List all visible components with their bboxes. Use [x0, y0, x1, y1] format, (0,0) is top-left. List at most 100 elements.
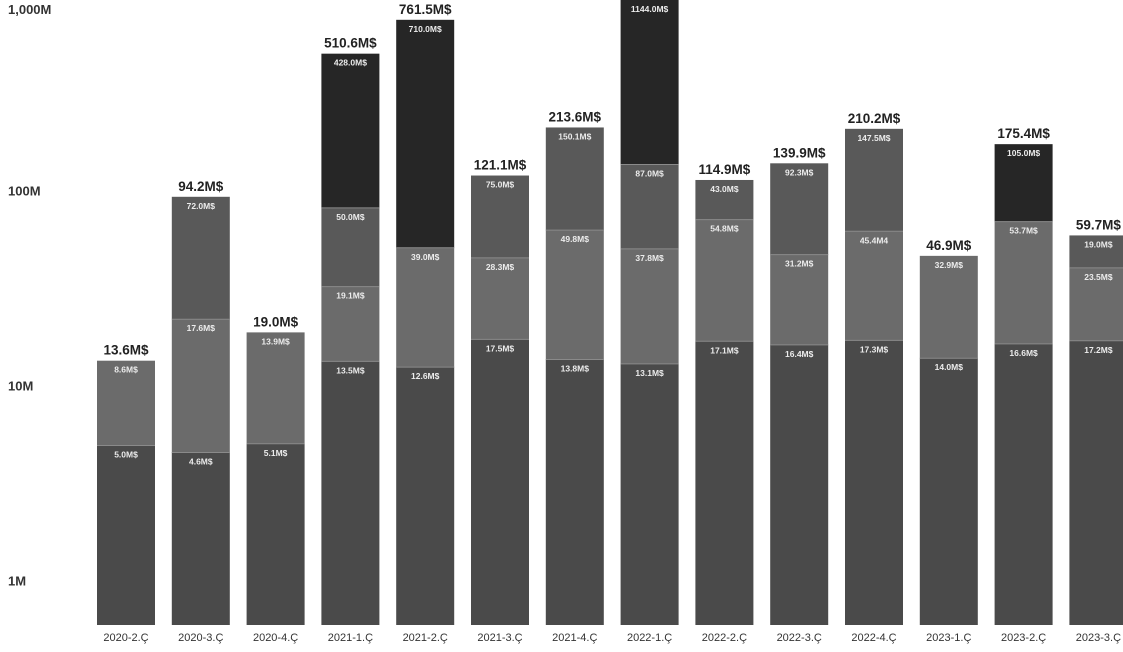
segment-value-label: 17.1M$: [710, 345, 739, 355]
bar-segment: [321, 361, 380, 625]
bar-group: 13.8M$ 49.8M$ 150.1M$ 213.6M$: [545, 109, 604, 625]
segment-value-label: 87.0M$: [635, 169, 664, 179]
bar-segment: [919, 255, 978, 359]
segment-value-label: 8.6M$: [114, 365, 138, 375]
bar-segment: [1069, 340, 1123, 625]
x-tick-label: 2023-1.Ç: [926, 632, 971, 644]
x-tick-label: 2021-2.Ç: [403, 632, 448, 644]
segment-value-label: 49.8M$: [561, 234, 590, 244]
bar-total-label: 46.9M$: [926, 238, 972, 253]
bar-segment: [620, 248, 679, 364]
bar-segment: [994, 144, 1053, 222]
bar-group: 17.1M$ 54.8M$ 43.0M$ 114.9M$: [695, 162, 754, 625]
segment-value-label: 710.0M$: [409, 24, 442, 34]
bar-total-label: 510.6M$: [324, 36, 377, 51]
bar-total-label: 761.5M$: [399, 2, 452, 17]
x-tick-label: 2022-3.Ç: [777, 632, 822, 644]
segment-value-label: 17.3M$: [860, 344, 889, 354]
segment-value-label: 45.4M4: [860, 235, 889, 245]
bar-segment: [97, 445, 155, 625]
bar-group: 16.6M$ 53.7M$ 105.0M$ 175.4M$: [994, 126, 1053, 625]
bar-segment: [620, 363, 679, 625]
bar-segment: [845, 231, 903, 341]
segment-value-label: 13.8M$: [561, 363, 590, 373]
bar-segment: [845, 340, 903, 625]
segment-value-label: 17.5M$: [486, 343, 515, 353]
segment-value-label: 31.2M$: [785, 259, 814, 269]
segment-value-label: 428.0M$: [334, 58, 367, 68]
bar-segment: [246, 443, 305, 625]
bar-group: 17.3M$ 45.4M4 147.5M$ 210.2M$: [845, 111, 903, 625]
bar-segment: [545, 230, 604, 360]
x-tick-label: 2021-1.Ç: [328, 632, 373, 644]
segment-value-label: 13.5M$: [336, 365, 365, 375]
bar-total-label: 121.1M$: [474, 158, 527, 173]
segment-value-label: 72.0M$: [187, 201, 216, 211]
y-tick-label: 1,000M: [8, 2, 51, 17]
segment-value-label: 19.0M$: [1084, 239, 1113, 249]
bar-segment: [770, 344, 829, 625]
bar-group: 5.0M$ 8.6M$ 13.6M$: [97, 343, 155, 625]
bar-total-label: 13.6M$: [103, 343, 149, 358]
x-tick-label: 2021-4.Ç: [552, 632, 597, 644]
x-tick-label: 2022-2.Ç: [702, 632, 747, 644]
bar-segment: [1069, 235, 1123, 268]
segment-value-label: 75.0M$: [486, 180, 515, 190]
segment-value-label: 13.9M$: [261, 336, 290, 346]
bar-group: 16.4M$ 31.2M$ 92.3M$ 139.9M$: [770, 145, 829, 625]
bar-segment: [396, 19, 455, 248]
x-tick-label: 2023-3.Ç: [1076, 632, 1121, 644]
segment-value-label: 32.9M$: [935, 260, 964, 270]
bar-total-label: 210.2M$: [848, 111, 901, 126]
segment-value-label: 14.0M$: [935, 362, 964, 372]
bar-total-label: 59.7M$: [1076, 217, 1122, 232]
bar-segment: [994, 343, 1053, 625]
segment-value-label: 105.0M$: [1007, 148, 1040, 158]
segment-value-label: 13.1M$: [635, 368, 664, 378]
bar-total-label: 94.2M$: [178, 179, 224, 194]
segment-value-label: 43.0M$: [710, 184, 739, 194]
segment-value-label: 147.5M$: [857, 133, 890, 143]
bar-segment: [620, 164, 679, 249]
segment-value-label: 53.7M$: [1009, 226, 1038, 236]
bar-segment: [545, 359, 604, 625]
x-tick-label: 2021-3.Ç: [477, 632, 522, 644]
bar-segment: [471, 175, 529, 258]
bar-segment: [171, 319, 230, 453]
y-tick-label: 100M: [8, 184, 41, 199]
segment-value-label: 12.6M$: [411, 371, 440, 381]
segment-value-label: 16.4M$: [785, 349, 814, 359]
bar-group: 13.1M$ 37.8M$ 87.0M$ 1144.0M$: [620, 0, 679, 625]
bar-total-label: 139.9M$: [773, 145, 826, 160]
bar-segment: [695, 219, 754, 342]
bar-segment: [770, 254, 829, 345]
segment-value-label: 28.3M$: [486, 262, 515, 272]
x-axis: 2020-2.Ç 2020-3.Ç 2020-4.Ç 2021-1.Ç 2021-2.Ç…: [103, 632, 1121, 644]
segment-value-label: 5.1M$: [264, 448, 288, 458]
x-tick-label: 2020-3.Ç: [178, 632, 223, 644]
bar-group: 12.6M$ 39.0M$ 710.0M$ 761.5M$: [396, 2, 455, 625]
bar-segment: [321, 53, 380, 208]
segment-value-label: 37.8M$: [635, 253, 664, 263]
bar-group: 13.5M$ 19.1M$ 50.0M$ 428.0M$ 510.6M$: [321, 36, 380, 625]
x-tick-label: 2022-1.Ç: [627, 632, 672, 644]
bar-segment: [246, 332, 305, 444]
bar-group: 17.2M$ 23.5M$ 19.0M$ 59.7M$: [1069, 217, 1123, 625]
segment-value-label: 54.8M$: [710, 224, 739, 234]
bar-segment: [171, 196, 230, 320]
x-tick-label: 2023-2.Ç: [1001, 632, 1046, 644]
segment-value-label: 4.6M$: [189, 457, 213, 467]
bar-segment: [396, 367, 455, 625]
segment-value-label: 1144.0M$: [631, 4, 669, 14]
bar-segment: [695, 341, 754, 625]
bar-segment: [620, 0, 679, 165]
segment-value-label: 23.5M$: [1084, 272, 1113, 282]
bar-segment: [171, 452, 230, 625]
segment-value-label: 16.6M$: [1009, 348, 1038, 358]
y-tick-label: 10M: [8, 379, 33, 394]
bar-segment: [770, 163, 829, 255]
segment-value-label: 17.2M$: [1084, 345, 1113, 355]
segment-value-label: 150.1M$: [558, 131, 591, 141]
segment-value-label: 17.6M$: [187, 323, 216, 333]
bar-segment: [845, 128, 903, 232]
